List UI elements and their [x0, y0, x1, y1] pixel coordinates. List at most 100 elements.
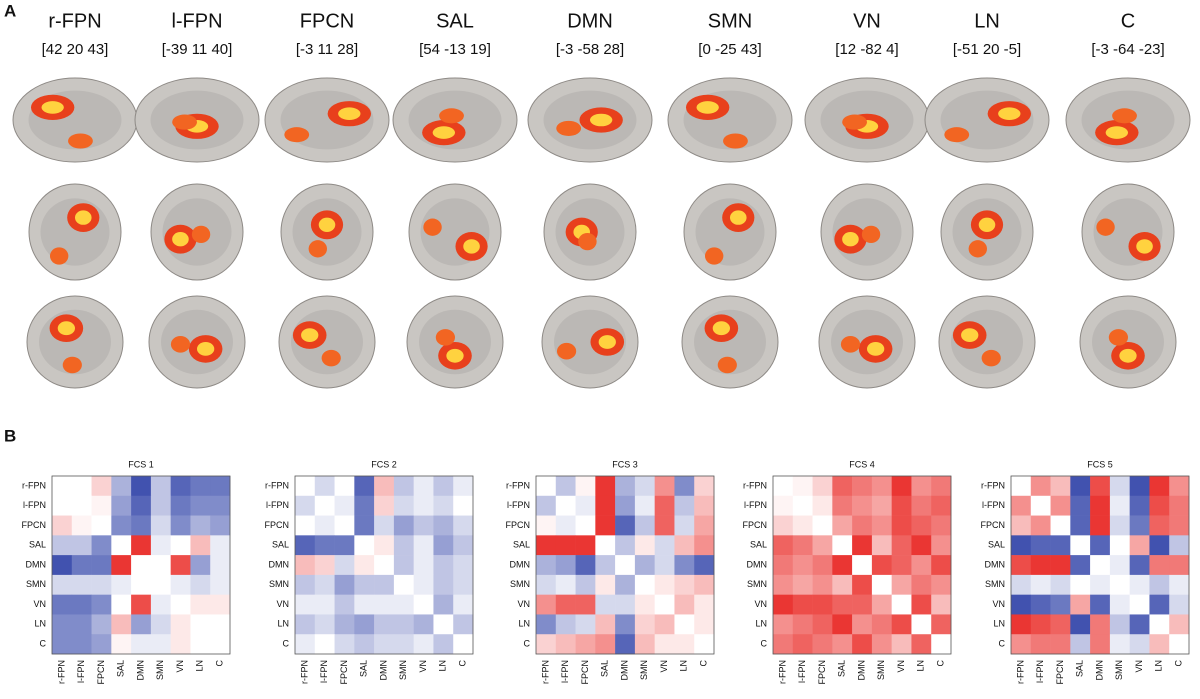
activation-core [1119, 348, 1137, 363]
y-tick-label: LN [993, 619, 1005, 629]
heatmap-cell [433, 594, 454, 615]
network-coords: [42 20 43] [42, 41, 109, 58]
x-tick-label: FPCN [1055, 660, 1065, 685]
heatmap-cell [891, 515, 912, 536]
network-coords: [54 -13 19] [419, 41, 491, 58]
y-tick-label: l-FPN [744, 500, 767, 510]
heatmap-cell [1149, 614, 1170, 635]
heatmap-cell [674, 574, 695, 595]
x-tick-label: FPCN [817, 660, 827, 685]
brain-slice [940, 183, 1034, 281]
heatmap-cell [1050, 515, 1071, 536]
heatmap-cell [891, 476, 912, 497]
heatmap-cell [812, 535, 833, 556]
heatmap-cell [354, 476, 375, 497]
heatmap-cell [911, 555, 932, 576]
heatmap-cell [295, 574, 316, 595]
heatmap-cell [674, 495, 695, 516]
heatmap-cell [1169, 495, 1190, 516]
heatmap-cell [131, 634, 152, 655]
heatmap-cell [453, 495, 474, 516]
heatmap-cell [433, 535, 454, 556]
heatmap-cell [891, 594, 912, 615]
y-tick-label: SAL [988, 540, 1005, 550]
heatmap-cell [832, 515, 853, 536]
heatmap-cell [170, 515, 191, 536]
y-tick-label: l-FPN [266, 500, 289, 510]
heatmap-cell [536, 634, 557, 655]
x-tick-label: DMN [135, 660, 145, 681]
heatmap-cell [674, 594, 695, 615]
heatmap-cell [773, 614, 794, 635]
heatmap-cell [852, 574, 873, 595]
x-tick-label: SMN [398, 660, 408, 680]
heatmap-cell [832, 634, 853, 655]
heatmap-cell [1169, 614, 1190, 635]
x-tick-label: VN [175, 660, 185, 673]
heatmap-cell [792, 555, 813, 576]
y-tick-label: SAL [29, 540, 46, 550]
activation-core [338, 107, 361, 120]
x-tick-label: l-FPN [797, 660, 807, 683]
heatmap-cell [931, 476, 952, 497]
heatmap-cell [433, 634, 454, 655]
network-name: DMN [567, 10, 613, 32]
heatmap-cell [1050, 535, 1071, 556]
heatmap-cell [190, 634, 211, 655]
heatmap-cell [210, 574, 231, 595]
network-coords: [-3 11 28] [296, 41, 358, 58]
heatmap-cell [792, 574, 813, 595]
heatmap-cell [615, 614, 636, 635]
heatmap-cell [91, 594, 112, 615]
heatmap-cell [1090, 614, 1111, 635]
x-tick-label: l-FPN [1035, 660, 1045, 683]
brain-slice [681, 295, 779, 389]
heatmap-cell [52, 476, 73, 497]
y-tick-label: LN [755, 619, 767, 629]
network-name: FPCN [300, 10, 354, 32]
x-tick-label: r-FPN [56, 660, 66, 684]
heatmap-cell [393, 555, 414, 576]
activation [861, 225, 881, 244]
heatmap-cell [71, 555, 92, 576]
heatmap-cell [52, 535, 73, 556]
heatmap-cell [911, 634, 932, 655]
heatmap-cell [71, 515, 92, 536]
heatmap-cell [1109, 515, 1130, 536]
heatmap-cell [694, 574, 715, 595]
heatmap-cell [1149, 495, 1170, 516]
heatmap-cell [210, 594, 231, 615]
heatmap-cell [615, 535, 636, 556]
heatmap-cell [1050, 476, 1071, 497]
heatmap-cell [1011, 634, 1032, 655]
y-tick-label: FPCN [981, 520, 1006, 530]
activation-core [41, 101, 64, 114]
activation-core [75, 210, 92, 225]
x-tick-label: FPCN [339, 660, 349, 685]
heatmap-cell [1090, 574, 1111, 595]
heatmap-cell [536, 476, 557, 497]
y-tick-label: SMN [747, 579, 767, 589]
heatmap-cell [91, 634, 112, 655]
heatmap-cell [773, 574, 794, 595]
heatmap-cell [575, 594, 596, 615]
heatmap-cell [314, 594, 335, 615]
heatmap-cell [374, 476, 395, 497]
brain-slice [527, 77, 653, 163]
y-tick-label: r-FPN [981, 480, 1005, 490]
heatmap-cell [555, 535, 576, 556]
y-tick-label: SAL [513, 540, 530, 550]
heatmap-cell [634, 555, 655, 576]
heatmap-cell [694, 515, 715, 536]
heatmap-cell [1030, 535, 1051, 556]
heatmap-cell [374, 614, 395, 635]
heatmap-cell [295, 555, 316, 576]
x-tick-label: SMN [1114, 660, 1124, 680]
y-tick-label: VN [992, 599, 1005, 609]
y-tick-label: LN [518, 619, 530, 629]
heatmap-cell [1149, 476, 1170, 497]
brain-slice [543, 183, 637, 281]
heatmap-cell [555, 574, 576, 595]
heatmap-cell [453, 515, 474, 536]
x-tick-label: l-FPN [319, 660, 329, 683]
